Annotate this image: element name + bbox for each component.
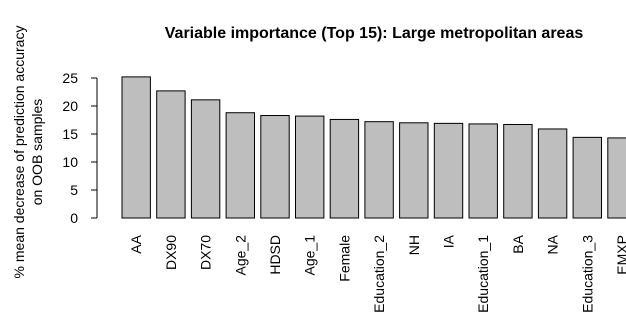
bar-ba xyxy=(503,123,533,219)
x-tick-label: NA xyxy=(545,234,561,254)
bar-age-2 xyxy=(225,112,256,219)
x-tick-label: Education_3 xyxy=(579,235,595,313)
bar-education-3 xyxy=(572,136,602,219)
x-tick-label: Age_2 xyxy=(232,235,248,276)
x-tick-label: AA xyxy=(128,234,144,253)
bar-ia xyxy=(433,122,464,219)
y-tick-label: 25 xyxy=(62,70,78,86)
x-tick-label: Female xyxy=(336,235,352,282)
bar-female xyxy=(329,118,360,219)
x-tick-label: Age_1 xyxy=(302,235,318,276)
bar-aa xyxy=(121,76,151,219)
bars-group xyxy=(121,76,626,219)
x-tick-labels: AA DX90 DX70 Age_2 HDSD Age_1 Female Education_… xyxy=(128,234,626,313)
y-tick-label: 20 xyxy=(62,98,78,114)
x-tick-label: NH xyxy=(406,235,422,255)
x-tick-label: EMXP xyxy=(614,235,626,275)
y-tick-label: 15 xyxy=(62,126,78,142)
bar-nh xyxy=(399,122,429,219)
y-tick-label: 5 xyxy=(70,182,78,198)
bar-education-1 xyxy=(468,123,498,219)
bar-emxp xyxy=(607,137,626,219)
y-axis-label-line-2: on OOB samples xyxy=(29,99,45,206)
bar-na xyxy=(537,128,568,219)
x-tick-label: HDSD xyxy=(267,235,283,275)
y-axis: 0 5 10 15 20 25 xyxy=(62,70,98,226)
bar-dx70 xyxy=(190,99,221,219)
x-tick-label: DX70 xyxy=(198,235,214,270)
x-tick-label: Education_1 xyxy=(475,235,491,313)
bar-age-1 xyxy=(295,115,325,219)
chart-title: Variable importance (Top 15): Large metr… xyxy=(165,25,584,42)
y-axis-label: % mean decrease of prediction accuracy o… xyxy=(11,26,45,279)
y-tick-label: 10 xyxy=(62,154,78,170)
bar-dx90 xyxy=(156,90,186,219)
x-tick-label: DX90 xyxy=(163,235,179,270)
bar-hdsd xyxy=(260,115,290,219)
y-tick-label: 0 xyxy=(70,210,78,226)
x-tick-label: IA xyxy=(441,234,457,248)
x-tick-label: Education_2 xyxy=(371,235,387,313)
bar-education-2 xyxy=(364,121,394,219)
y-axis-label-line-1: % mean decrease of prediction accuracy xyxy=(11,26,27,279)
x-tick-label: BA xyxy=(510,234,526,253)
